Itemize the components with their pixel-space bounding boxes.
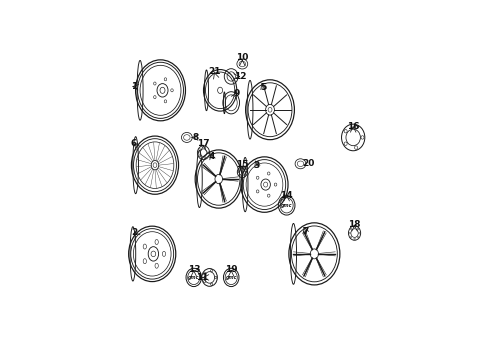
- Text: 3: 3: [253, 161, 260, 170]
- Text: 1: 1: [131, 82, 137, 91]
- Text: gmc: gmc: [225, 275, 237, 280]
- Text: 19: 19: [224, 265, 237, 274]
- Text: 15: 15: [236, 160, 248, 169]
- Text: 8: 8: [192, 133, 199, 142]
- Text: 20: 20: [302, 159, 314, 168]
- Text: 4: 4: [208, 152, 215, 161]
- Text: 17: 17: [197, 139, 209, 148]
- Text: gmc: gmc: [188, 275, 199, 280]
- Text: 6: 6: [130, 139, 137, 148]
- Text: 21: 21: [207, 67, 220, 76]
- Text: 16: 16: [346, 122, 359, 131]
- Text: 5: 5: [260, 83, 265, 92]
- Text: 18: 18: [347, 220, 360, 229]
- Text: 2: 2: [131, 228, 138, 237]
- Text: 7: 7: [302, 227, 308, 236]
- Text: 13: 13: [187, 265, 200, 274]
- Text: 11: 11: [196, 273, 208, 282]
- Text: 12: 12: [233, 72, 246, 81]
- Text: 10: 10: [236, 53, 248, 62]
- Text: 14: 14: [280, 190, 292, 199]
- Text: gmc: gmc: [280, 203, 292, 208]
- Text: 9: 9: [233, 89, 239, 98]
